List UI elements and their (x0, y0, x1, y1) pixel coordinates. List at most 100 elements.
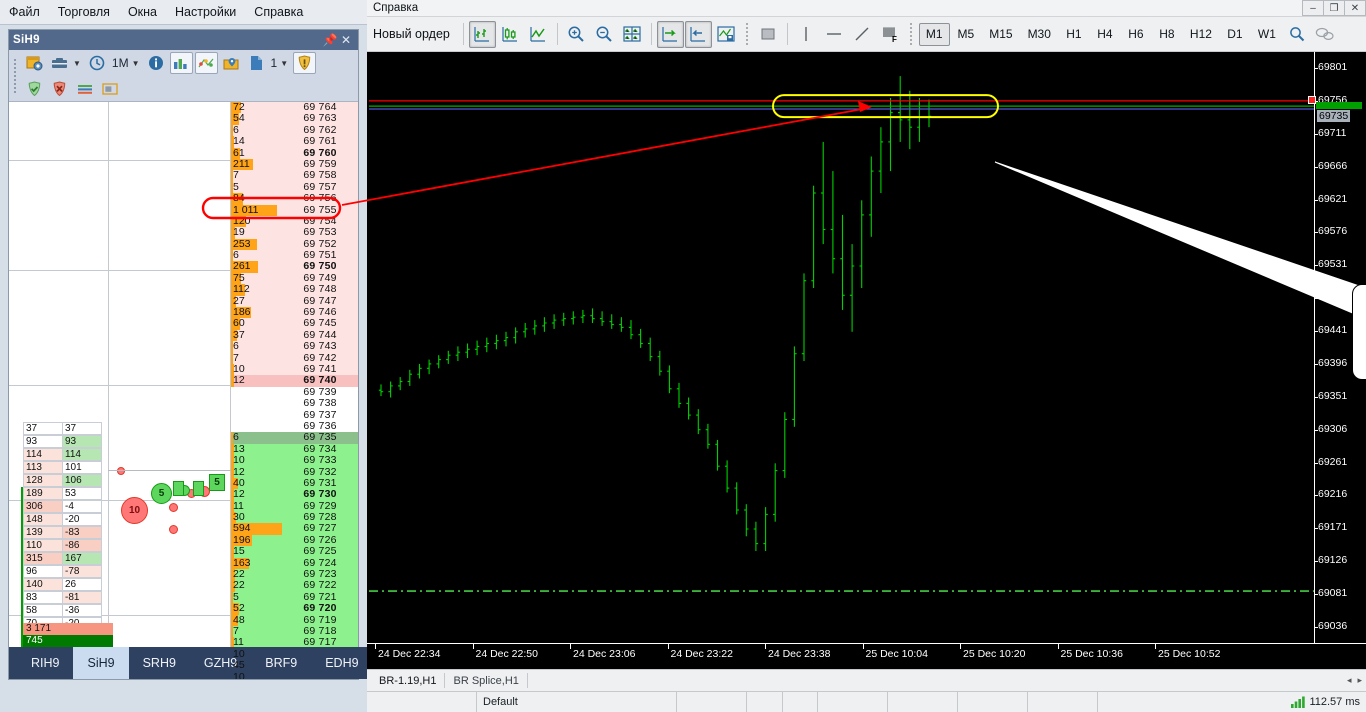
ladder-row[interactable]: 196 69 726 (231, 534, 358, 547)
ladder-row[interactable]: 60 69 745 (231, 318, 358, 330)
ladder-row[interactable]: 163 69 724 (231, 557, 358, 570)
close-icon[interactable]: ✕ (340, 33, 352, 47)
timeframe-button-m30[interactable]: M30 (1027, 27, 1051, 41)
ladder-row[interactable]: 54 69 763 (231, 113, 358, 125)
ladder-row[interactable]: 37 69 744 (231, 329, 358, 342)
ladder-row[interactable]: 69 739 (231, 386, 358, 399)
rectangle-tool-icon[interactable] (755, 21, 782, 48)
price-plot[interactable] (369, 52, 1314, 643)
instrument-tabs[interactable]: RIH9 SiH9 SRH9 GZH9 BRF9 EDH9 (9, 647, 376, 679)
timeframe-button-h8[interactable]: H8 (1159, 27, 1175, 41)
ladder-row[interactable]: 12 69 730 (231, 489, 358, 501)
order-level-marker[interactable] (1308, 96, 1316, 105)
timeframe-dropdown-arrow[interactable]: ▼ (131, 58, 140, 68)
timeframe-button-m5[interactable]: M5 (957, 27, 975, 41)
instrument-tab-gzh9[interactable]: GZH9 (203, 656, 238, 670)
menu-item-file[interactable]: Файл (9, 5, 40, 19)
search-icon[interactable] (1284, 21, 1311, 48)
timeframe-button-h4[interactable]: H4 (1097, 27, 1113, 41)
document-dropdown-arrow[interactable]: ▼ (280, 58, 289, 68)
status-profile[interactable]: Default (477, 691, 677, 712)
toolbar-grip-2[interactable] (908, 22, 914, 46)
ladder-row[interactable]: 27 69 747 (231, 295, 358, 308)
order-book-grid[interactable]: 37 37 93 93 114 114 113 101 128 106 189 53 306 -4 148-… (9, 102, 358, 679)
instrument-tab-rih9[interactable]: RIH9 (31, 656, 60, 670)
panel-icon[interactable] (98, 78, 121, 100)
ladder-row[interactable]: 7 69 718 (231, 625, 358, 638)
menu-item-settings[interactable]: Настройки (175, 5, 237, 19)
menu-item-trade[interactable]: Торговля (57, 5, 110, 19)
clock-icon[interactable] (86, 52, 109, 74)
ladder-row[interactable]: 84 69 756 (231, 193, 358, 205)
instrument-tab-sih9[interactable]: SiH9 (73, 647, 129, 679)
ladder-row[interactable]: 12 69 732 (231, 466, 358, 478)
ladder-row[interactable]: 12 69 740 (231, 375, 358, 387)
ladder-row[interactable]: 6 69 751 (231, 250, 358, 262)
vertical-line-icon[interactable] (793, 21, 820, 48)
ladder-row[interactable]: 6 69 735 (231, 432, 358, 444)
zoom-out-icon[interactable] (591, 21, 618, 48)
ladder-row[interactable]: 5 69 721 (231, 591, 358, 604)
chart-shift-icon[interactable] (684, 20, 712, 48)
ladder-row[interactable]: 14 69 761 (231, 136, 358, 148)
ladder-row[interactable]: 69 738 (231, 398, 358, 410)
ladder-row[interactable]: 261 69 750 (231, 261, 358, 273)
zoom-in-icon[interactable] (563, 21, 590, 48)
timeframe-buttons[interactable]: M1 M5 M15 M30 H1 H4 H6 H8 H12 D1 W1 (918, 22, 1283, 46)
tab-scroll-left-icon[interactable]: ◂ (1346, 675, 1352, 685)
ladder-row[interactable]: 10 69 741 (231, 363, 358, 376)
ladder-row[interactable]: 211 69 759 (231, 158, 358, 171)
ladder-row[interactable]: 69 737 (231, 409, 358, 421)
ladder-row[interactable]: 69 736 (231, 420, 358, 433)
comments-icon[interactable] (1312, 21, 1339, 48)
ladder-row[interactable]: 22 69 723 (231, 569, 358, 581)
ladder-row[interactable]: 112 69 748 (231, 284, 358, 296)
shield-check-icon[interactable] (23, 78, 46, 100)
shield-cancel-icon[interactable] (48, 78, 71, 100)
price-ladder[interactable]: 72 69 764 54 69 763 6 69 762 14 69 761 61 69 760 2… (231, 102, 358, 679)
ladder-row[interactable]: 61 69 760 (231, 147, 358, 159)
restore-icon[interactable]: ❐ (1323, 0, 1345, 16)
map-marker-icon[interactable] (220, 52, 243, 74)
pin-icon[interactable]: 📌 (322, 33, 338, 47)
bar-chart-icon[interactable] (468, 20, 496, 48)
chart-tab[interactable]: BR-1.19,H1 (371, 673, 446, 688)
timeframe-button-m1[interactable]: M1 (918, 22, 950, 46)
ladder-row[interactable]: 7 69 758 (231, 170, 358, 182)
chart-tab[interactable]: BR Splice,H1 (445, 673, 528, 688)
close-icon[interactable]: ✕ (1344, 0, 1366, 16)
chart-tab-bar[interactable]: BR-1.19,H1 BR Splice,H1 ◂ ▸ (367, 669, 1366, 691)
toolbar-grip[interactable] (744, 22, 750, 46)
scroll-end-icon[interactable] (656, 20, 684, 48)
ladder-row[interactable]: 52 69 720 (231, 603, 358, 615)
price-axis[interactable]: 69801 69756 69711 69666 69621 69576 69531 69486… (1308, 52, 1366, 669)
new-order-button[interactable]: Новый ордер (373, 27, 450, 41)
ladder-row[interactable]: 11 69 717 (231, 637, 358, 649)
menu-item-help[interactable]: Справка (373, 2, 419, 14)
ladder-row[interactable]: 253 69 752 (231, 238, 358, 251)
timeframe-button-w1[interactable]: W1 (1257, 27, 1276, 41)
instrument-tab-edh9[interactable]: EDH9 (325, 656, 359, 670)
ladder-row[interactable]: 11 69 729 (231, 500, 358, 513)
instrument-tab-brf9[interactable]: BRF9 (265, 656, 298, 670)
ladder-row[interactable]: 19 69 753 (231, 227, 358, 239)
briefcase-icon[interactable] (48, 52, 71, 74)
ladder-row[interactable]: 10 69 733 (231, 455, 358, 467)
ladder-row[interactable]: 48 69 719 (231, 614, 358, 626)
document-count-label[interactable]: 1 (270, 56, 278, 70)
ladder-row[interactable]: 6 69 762 (231, 124, 358, 137)
timeframe-button-h12[interactable]: H12 (1189, 27, 1212, 41)
timeframe-button-m15[interactable]: M15 (989, 27, 1013, 41)
timeframe-button-d1[interactable]: D1 (1227, 27, 1243, 41)
horizontal-line-icon[interactable] (821, 21, 848, 48)
document-icon[interactable] (245, 52, 268, 74)
grid-windows-icon[interactable] (619, 21, 646, 48)
minimize-icon[interactable]: – (1302, 0, 1324, 16)
histogram-icon[interactable] (169, 52, 193, 74)
ladder-row[interactable]: 7 69 742 (231, 352, 358, 364)
levels-icon[interactable] (73, 78, 96, 100)
briefcase-dropdown-arrow[interactable]: ▼ (73, 58, 81, 68)
ladder-row[interactable]: 13 69 734 (231, 443, 358, 456)
menu-item-windows[interactable]: Окна (127, 5, 157, 19)
toolbar-grip[interactable] (13, 58, 17, 94)
